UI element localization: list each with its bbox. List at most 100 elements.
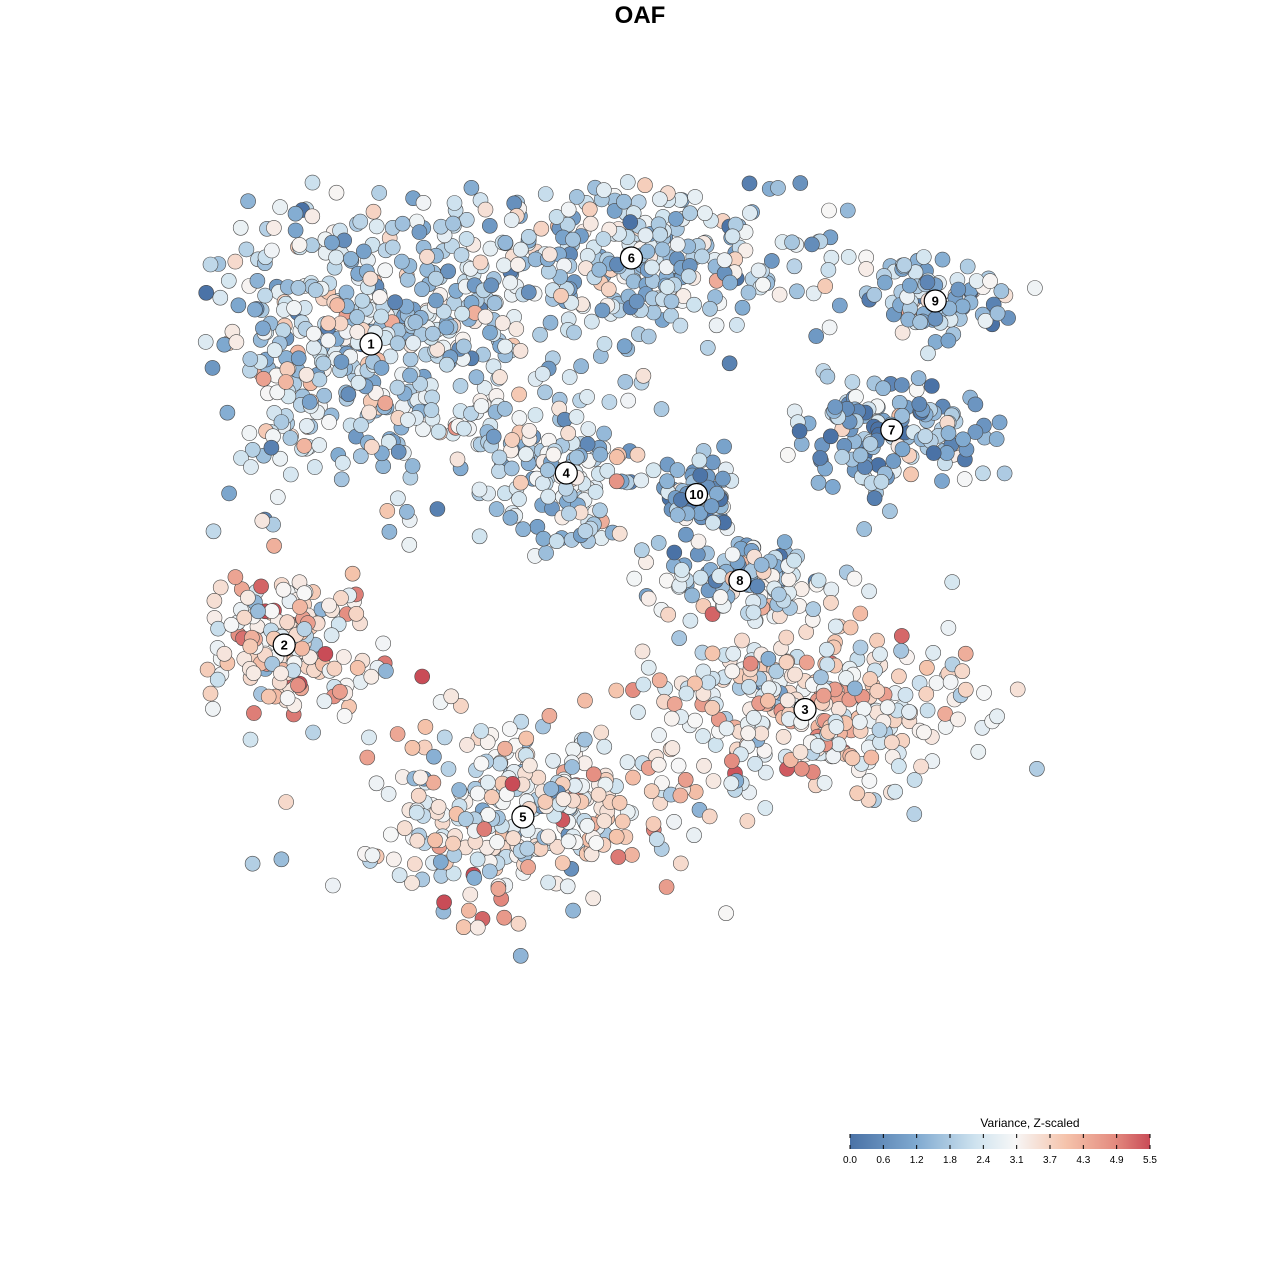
data-point: [702, 300, 718, 317]
data-point: [917, 428, 934, 445]
data-point: [496, 909, 513, 926]
data-point: [588, 835, 605, 851]
data-point: [648, 831, 665, 848]
data-point: [816, 775, 833, 791]
data-point: [349, 309, 365, 325]
data-point: [409, 832, 426, 849]
data-point: [793, 436, 810, 452]
data-point: [622, 214, 639, 230]
data-point: [436, 894, 452, 911]
data-point: [445, 865, 462, 882]
data-point: [750, 262, 767, 279]
legend-tick-label: 0.0: [843, 1155, 857, 1166]
data-point: [977, 312, 994, 329]
data-point: [279, 690, 296, 706]
legend-tick-label: 0.6: [876, 1155, 890, 1166]
data-point: [645, 304, 662, 321]
data-point: [954, 663, 971, 680]
cluster-label-1: 1: [359, 332, 383, 356]
data-point: [760, 650, 777, 667]
data-point: [212, 289, 229, 306]
cluster-label-text: 7: [888, 423, 895, 438]
data-point: [651, 727, 667, 743]
data-point: [440, 263, 457, 280]
data-point: [343, 251, 359, 267]
data-point: [359, 749, 376, 766]
data-point: [503, 212, 520, 228]
data-point: [697, 205, 713, 221]
data-point: [944, 574, 961, 590]
data-point: [664, 740, 681, 756]
data-point: [910, 370, 927, 387]
legend-tick-label: 3.7: [1043, 1155, 1057, 1166]
data-point: [776, 534, 793, 550]
data-point: [429, 501, 446, 517]
data-point: [497, 235, 514, 251]
data-point: [324, 234, 340, 251]
legend-tick-label: 4.9: [1110, 1155, 1124, 1166]
data-point: [432, 854, 449, 870]
data-point: [527, 407, 544, 423]
data-point: [934, 251, 951, 268]
data-point: [879, 699, 896, 716]
cluster-label-badge: [619, 246, 644, 270]
data-point: [338, 284, 355, 301]
data-point: [654, 241, 671, 258]
data-point: [596, 182, 612, 198]
data-point: [894, 324, 911, 341]
data-point: [591, 261, 608, 278]
data-point: [553, 287, 569, 304]
cluster-label-text: 2: [281, 638, 288, 653]
cluster-label-7: 7: [880, 418, 904, 442]
data-point: [532, 326, 548, 343]
data-point: [503, 460, 520, 477]
data-point: [640, 590, 657, 607]
data-point: [798, 654, 815, 671]
data-point: [579, 817, 596, 834]
data-point: [828, 719, 845, 735]
data-point: [373, 308, 390, 325]
data-point: [705, 514, 721, 531]
data-point: [272, 450, 289, 467]
cluster-label-text: 1: [367, 337, 374, 352]
data-point: [362, 270, 379, 287]
data-point: [673, 562, 690, 578]
data-point: [407, 314, 424, 330]
data-point: [669, 507, 686, 523]
data-point: [820, 262, 837, 278]
data-point: [629, 446, 646, 463]
data-point: [611, 794, 628, 811]
data-point: [537, 793, 554, 810]
data-point: [344, 565, 361, 582]
legend-ticks: 0.0 0.6 1.2 1.8 2.4 3.1 3.7 4.3 4.9 5.5: [843, 1134, 1157, 1166]
data-point: [789, 283, 805, 300]
data-point: [740, 284, 757, 301]
data-point: [469, 919, 486, 936]
data-point: [355, 243, 372, 260]
data-point: [957, 645, 974, 662]
data-point: [315, 355, 332, 372]
data-point: [686, 296, 702, 313]
data-point: [348, 605, 365, 622]
data-point: [643, 783, 660, 800]
data-point: [485, 428, 502, 445]
data-point: [660, 606, 677, 623]
data-point: [775, 728, 792, 745]
data-point: [497, 338, 514, 355]
data-point: [822, 428, 839, 445]
data-point: [401, 536, 418, 553]
data-point: [396, 820, 413, 837]
data-point: [866, 490, 883, 507]
data-point: [666, 813, 682, 830]
data-point: [975, 465, 991, 482]
data-point: [883, 734, 900, 751]
data-point: [834, 449, 851, 465]
data-point: [336, 708, 353, 724]
data-point: [650, 535, 667, 551]
data-point: [497, 400, 513, 417]
data-point: [394, 215, 411, 232]
data-point: [585, 890, 602, 907]
data-point: [320, 332, 337, 349]
data-point: [445, 215, 461, 232]
data-point: [792, 744, 809, 760]
